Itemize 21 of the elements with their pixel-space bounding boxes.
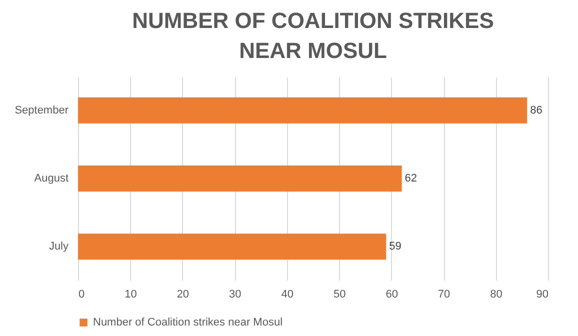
bar bbox=[78, 97, 528, 124]
bar bbox=[78, 234, 386, 260]
legend-label: Number of Coalition strikes near Mosul bbox=[93, 316, 283, 328]
chart-title: NUMBER OF COALITION STRIKES NEAR MOSUL bbox=[132, 8, 494, 63]
data-label: 86 bbox=[530, 104, 542, 116]
x-tick-label: 50 bbox=[333, 288, 346, 300]
x-tick-label: 40 bbox=[281, 288, 294, 300]
y-tick-label: August bbox=[34, 172, 68, 184]
x-tick-label: 0 bbox=[78, 288, 85, 300]
y-tick-label: July bbox=[48, 240, 69, 253]
data-label: 62 bbox=[404, 172, 418, 184]
x-tick-label: 70 bbox=[438, 288, 450, 300]
x-tick-label: 60 bbox=[386, 288, 398, 300]
x-tick-label: 90 bbox=[536, 288, 548, 300]
data-label: 59 bbox=[389, 240, 402, 253]
y-tick-label: September bbox=[14, 104, 69, 116]
x-tick-label: 80 bbox=[490, 288, 502, 300]
x-tick-label: 30 bbox=[229, 288, 242, 300]
x-tick-label: 20 bbox=[176, 288, 190, 300]
bar bbox=[78, 166, 402, 192]
x-tick-label: 10 bbox=[124, 288, 137, 300]
